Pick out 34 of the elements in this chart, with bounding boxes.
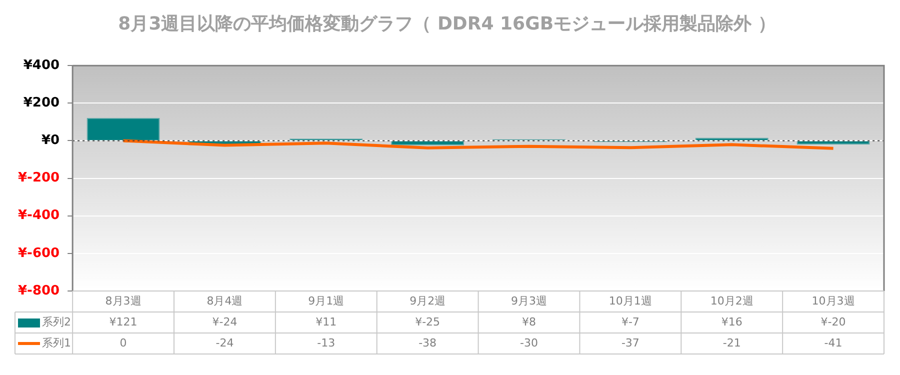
x-tick-label: 9月1週: [308, 294, 344, 308]
y-tick-label: ¥-400: [18, 208, 60, 224]
x-tick-label: 9月2週: [410, 294, 446, 308]
data-label: -38: [418, 336, 437, 350]
data-label: ¥-20: [820, 315, 846, 328]
data-label: -30: [520, 336, 538, 350]
legend-label: 系列2: [42, 315, 71, 328]
data-label: -37: [621, 336, 640, 350]
data-label: -41: [824, 336, 842, 350]
legend-label: 系列1: [42, 336, 71, 350]
y-tick-label: ¥200: [23, 96, 60, 111]
data-label: ¥16: [721, 315, 742, 328]
x-tick-label: 9月3週: [511, 294, 548, 308]
data-label: 0: [120, 336, 127, 350]
y-tick-label: ¥-200: [18, 170, 60, 186]
data-label: -21: [722, 336, 741, 350]
y-tick-label: ¥-600: [18, 246, 60, 261]
x-tick-label: 10月1週: [608, 294, 652, 308]
data-label: ¥8: [522, 315, 536, 328]
data-label: ¥11: [316, 315, 337, 328]
x-tick-label: 8月4週: [206, 294, 243, 308]
chart-title: 8月3週目以降の平均価格変動グラフ（ DDR4 16GBモジュール採用製品除外 ）: [118, 13, 776, 34]
data-label: ¥-7: [621, 315, 640, 328]
data-label: ¥-24: [212, 315, 238, 328]
y-tick-label: ¥-800: [18, 283, 60, 298]
x-tick-label: 10月3週: [812, 294, 855, 308]
data-label: ¥121: [109, 315, 138, 328]
data-label: -24: [216, 336, 234, 350]
data-label: ¥-25: [415, 315, 440, 328]
x-tick-label: 10月2週: [710, 294, 754, 308]
y-tick-label: ¥0: [41, 133, 60, 148]
x-tick-label: 8月3週: [105, 294, 142, 308]
data-label: -13: [317, 336, 336, 350]
y-tick-label: ¥400: [23, 58, 60, 73]
